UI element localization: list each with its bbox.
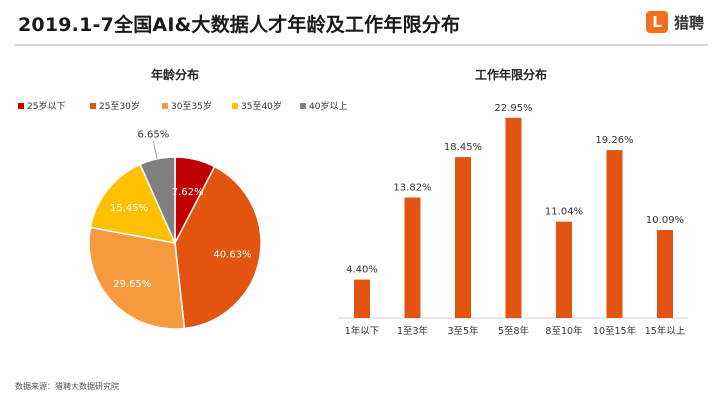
- pie-chart-title: 年龄分布: [151, 67, 199, 82]
- bar-category-label-0: 1年以下: [345, 325, 380, 337]
- legend-swatch-4: [300, 103, 306, 109]
- legend-label-2: 30至35岁: [171, 100, 212, 112]
- bar-value-label-1: 13.82%: [393, 183, 431, 194]
- bar-category-label-5: 10至15年: [593, 325, 637, 337]
- data-source-note: 数据来源：猎聘大数据研究院: [15, 382, 119, 391]
- pie-slice-4: [139, 156, 176, 244]
- bar-value-label-3: 22.95%: [494, 103, 532, 114]
- bar-chart-title: 工作年限分布: [475, 67, 547, 82]
- bar-category-label-3: 5至8年: [498, 325, 530, 337]
- bar-value-label-0: 4.40%: [346, 265, 378, 276]
- bar-6: [657, 230, 673, 318]
- bar-0: [354, 279, 370, 318]
- bar-category-label-4: 8至10年: [545, 325, 583, 337]
- bar-2: [455, 157, 471, 318]
- bar-category-label-6: 15年以上: [645, 325, 686, 337]
- legend-label-0: 25岁以下: [27, 100, 65, 112]
- pie-label-1: 40.63%: [213, 250, 251, 261]
- bar-4: [556, 221, 572, 318]
- pie-label-3: 15.45%: [110, 203, 148, 214]
- bar-value-label-4: 11.04%: [545, 207, 583, 218]
- bar-3: [505, 117, 522, 319]
- bar-value-label-6: 10.09%: [646, 215, 684, 226]
- logo-text: 猎聘: [673, 13, 704, 32]
- pie-slice-1: [174, 165, 262, 330]
- page-title: 2019.1-7全国AI&大数据人才年龄及工作年限分布: [18, 14, 461, 36]
- pie-leader-line-4: [153, 141, 158, 159]
- bar-category-label-2: 3至5年: [447, 325, 479, 337]
- pie-label-2: 29.65%: [113, 279, 151, 290]
- title-divider: [15, 44, 708, 46]
- brand-logo: L 猎聘: [645, 8, 704, 36]
- bar-value-label-2: 18.45%: [444, 142, 482, 153]
- pie-slice-3: [89, 163, 177, 244]
- bar-value-label-5: 19.26%: [595, 135, 633, 146]
- bar-1: [404, 197, 421, 318]
- legend-label-1: 25至30岁: [99, 100, 140, 112]
- pie-label-4: 6.65%: [138, 129, 170, 140]
- logo-icon: L: [645, 11, 668, 33]
- bar-category-label-1: 1至3年: [397, 325, 429, 337]
- pie-label-0: 7.62%: [172, 187, 204, 198]
- legend-label-3: 35至40岁: [241, 100, 282, 112]
- legend-swatch-0: [18, 103, 24, 109]
- legend-label-4: 40岁以上: [309, 100, 347, 112]
- pie-slice-2: [88, 226, 186, 330]
- legend-swatch-1: [90, 103, 96, 109]
- legend-swatch-3: [232, 103, 238, 109]
- legend-swatch-2: [162, 103, 168, 109]
- bar-5: [606, 150, 623, 318]
